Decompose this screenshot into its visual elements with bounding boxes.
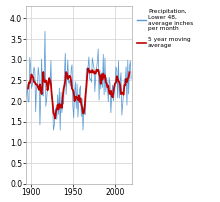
Legend: Precipitation,
Lower 48,
average inches
per month, 5 year moving
average: Precipitation, Lower 48, average inches … [137,9,193,48]
